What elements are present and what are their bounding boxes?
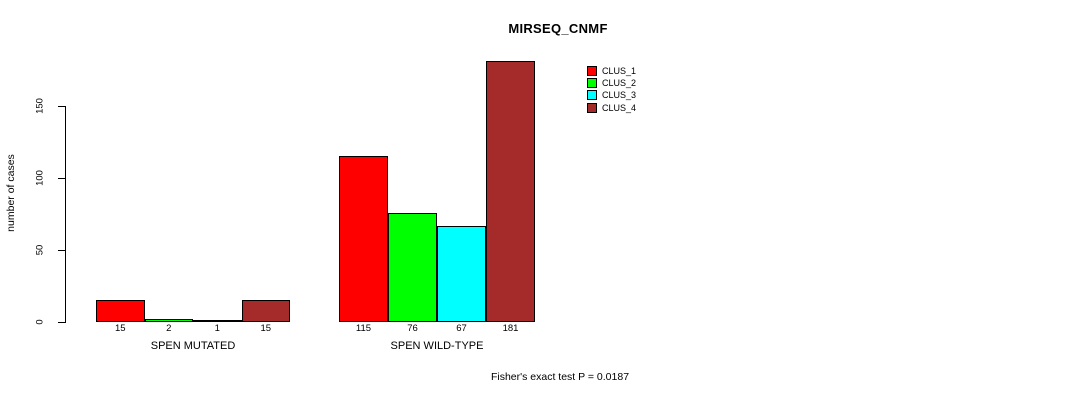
bar-clus-2-spen-mutated [144, 319, 193, 322]
y-axis-tick [58, 178, 65, 179]
y-axis-label: number of cases [5, 154, 17, 232]
bar-value-label: 76 [407, 323, 418, 334]
y-axis-line [65, 106, 66, 323]
annotation-fisher-test: Fisher's exact test P = 0.0187 [490, 371, 630, 383]
y-axis-tick-label: 100 [34, 170, 46, 186]
bar-clus-3-spen-mutated [193, 320, 242, 322]
bar-value-label: 2 [166, 323, 172, 334]
chart-title: MIRSEQ_CNMF [508, 21, 608, 36]
y-axis-tick [58, 322, 65, 323]
legend-item-clus-4: CLUS_4 [587, 102, 636, 114]
bar-clus-1-spen-wild-type [339, 156, 388, 322]
bar-value-label: 1 [214, 323, 220, 334]
y-axis-tick-label: 150 [34, 98, 46, 114]
bar-value-label: 67 [456, 323, 467, 334]
bar-value-label: 15 [260, 323, 272, 334]
bar-clus-3-spen-wild-type [437, 226, 486, 322]
bar-clus-4-spen-mutated [241, 300, 290, 322]
y-axis-tick-label: 50 [34, 244, 46, 256]
bar-clus-2-spen-wild-type [388, 213, 437, 322]
legend-label: CLUS_3 [602, 90, 637, 101]
bar-value-label: 181 [502, 323, 519, 334]
bar-value-label: 15 [114, 323, 126, 334]
legend: CLUS_1 CLUS_2 CLUS_3 CLUS_4 [587, 65, 636, 114]
y-axis-tick [58, 250, 65, 251]
x-axis-group-label: SPEN WILD-TYPE [390, 340, 484, 352]
legend-item-clus-2: CLUS_2 [587, 77, 636, 89]
y-axis-tick [58, 106, 65, 107]
bar-clus-1-spen-mutated [96, 300, 145, 322]
legend-label: CLUS_1 [602, 66, 637, 77]
legend-swatch [587, 90, 597, 101]
legend-item-clus-1: CLUS_1 [587, 65, 636, 77]
legend-swatch [587, 66, 597, 77]
legend-label: CLUS_2 [602, 78, 637, 89]
x-axis-group-label: SPEN MUTATED [150, 340, 236, 352]
legend-swatch [587, 78, 597, 89]
bar-value-label: 115 [355, 323, 372, 334]
legend-label: CLUS_4 [602, 102, 637, 113]
y-axis-tick-label: 0 [34, 319, 46, 325]
legend-swatch [587, 102, 597, 113]
bar-clus-4-spen-wild-type [486, 61, 535, 322]
legend-item-clus-3: CLUS_3 [587, 89, 636, 101]
